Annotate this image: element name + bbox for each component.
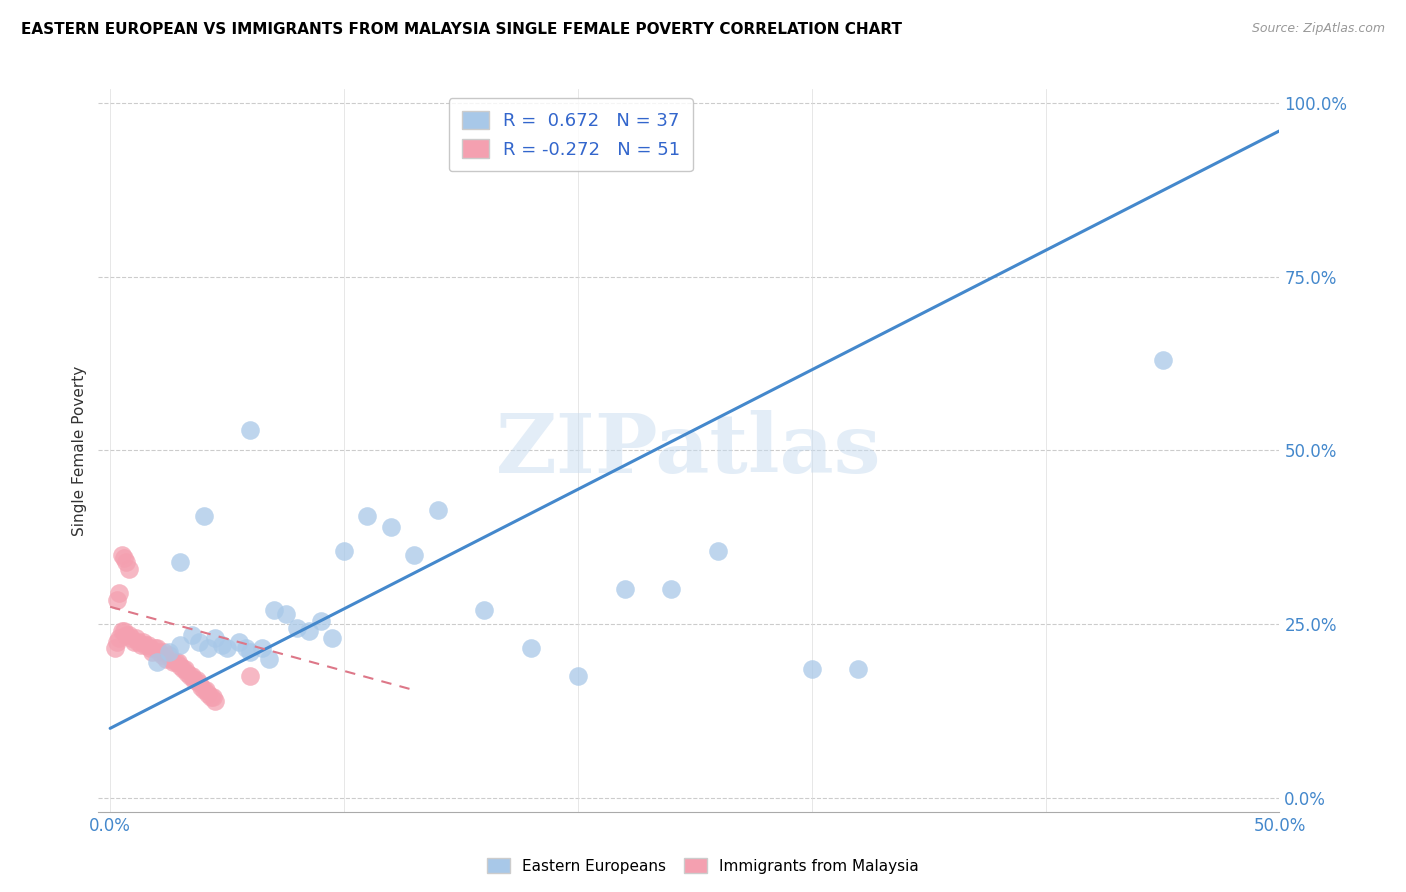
Point xyxy=(426,502,449,516)
Point xyxy=(169,555,191,569)
Point xyxy=(321,631,343,645)
Point xyxy=(105,634,128,648)
Point xyxy=(176,665,198,680)
Point xyxy=(118,561,141,575)
Point xyxy=(848,662,870,676)
Point xyxy=(200,690,222,704)
Point xyxy=(132,634,155,648)
Point xyxy=(202,690,225,704)
Legend: Eastern Europeans, Immigrants from Malaysia: Eastern Europeans, Immigrants from Malay… xyxy=(481,852,925,880)
Point xyxy=(613,582,636,597)
Point xyxy=(215,641,238,656)
Point xyxy=(153,645,176,659)
Point xyxy=(146,641,169,656)
Point xyxy=(174,662,197,676)
Point xyxy=(165,656,187,670)
Point xyxy=(520,641,543,656)
Point xyxy=(211,638,233,652)
Y-axis label: Single Female Poverty: Single Female Poverty xyxy=(72,366,87,535)
Point xyxy=(108,631,131,645)
Point xyxy=(139,641,162,656)
Point xyxy=(160,652,183,666)
Point xyxy=(707,544,730,558)
Text: ZIPatlas: ZIPatlas xyxy=(496,410,882,491)
Point xyxy=(167,656,190,670)
Point xyxy=(122,634,145,648)
Point xyxy=(125,631,148,645)
Point xyxy=(129,638,152,652)
Point xyxy=(157,648,180,663)
Point xyxy=(120,631,142,645)
Legend: R =  0.672   N = 37, R = -0.272   N = 51: R = 0.672 N = 37, R = -0.272 N = 51 xyxy=(449,98,693,171)
Point xyxy=(169,638,191,652)
Point xyxy=(204,631,226,645)
Point xyxy=(309,614,332,628)
Point xyxy=(195,683,218,698)
Point xyxy=(800,662,823,676)
Point xyxy=(104,641,127,656)
Point xyxy=(136,638,159,652)
Point xyxy=(188,676,211,690)
Point xyxy=(115,627,138,641)
Point xyxy=(197,641,219,656)
Text: Source: ZipAtlas.com: Source: ZipAtlas.com xyxy=(1251,22,1385,36)
Point xyxy=(111,548,134,562)
Point xyxy=(183,673,205,687)
Point xyxy=(172,662,194,676)
Point xyxy=(204,693,226,707)
Point xyxy=(298,624,321,639)
Point xyxy=(105,592,128,607)
Point xyxy=(197,687,219,701)
Point xyxy=(239,645,262,659)
Point xyxy=(239,423,262,437)
Point xyxy=(181,627,204,641)
Point xyxy=(380,520,402,534)
Point xyxy=(169,658,191,673)
Point xyxy=(333,544,356,558)
Point xyxy=(263,603,285,617)
Point xyxy=(134,638,156,652)
Point xyxy=(228,634,250,648)
Point xyxy=(179,669,201,683)
Point xyxy=(143,641,166,656)
Point xyxy=(155,652,177,666)
Point xyxy=(235,641,257,656)
Point xyxy=(112,551,135,566)
Point xyxy=(1152,353,1174,368)
Point xyxy=(193,683,215,698)
Point xyxy=(404,548,426,562)
Point xyxy=(188,634,211,648)
Point xyxy=(108,586,131,600)
Point xyxy=(661,582,683,597)
Point xyxy=(257,652,280,666)
Point xyxy=(157,645,180,659)
Point xyxy=(115,555,138,569)
Point xyxy=(141,645,163,659)
Point xyxy=(127,634,149,648)
Point xyxy=(148,645,170,659)
Point xyxy=(186,673,208,687)
Point xyxy=(190,680,212,694)
Point xyxy=(250,641,273,656)
Point xyxy=(356,509,378,524)
Point xyxy=(162,656,184,670)
Point xyxy=(112,624,135,639)
Point xyxy=(111,624,134,639)
Point xyxy=(181,669,204,683)
Point xyxy=(150,648,173,663)
Point xyxy=(118,627,141,641)
Point xyxy=(567,669,589,683)
Text: EASTERN EUROPEAN VS IMMIGRANTS FROM MALAYSIA SINGLE FEMALE POVERTY CORRELATION C: EASTERN EUROPEAN VS IMMIGRANTS FROM MALA… xyxy=(21,22,903,37)
Point xyxy=(193,509,215,524)
Point xyxy=(285,621,308,635)
Point xyxy=(239,669,262,683)
Point xyxy=(274,607,297,621)
Point xyxy=(146,656,169,670)
Point xyxy=(472,603,495,617)
